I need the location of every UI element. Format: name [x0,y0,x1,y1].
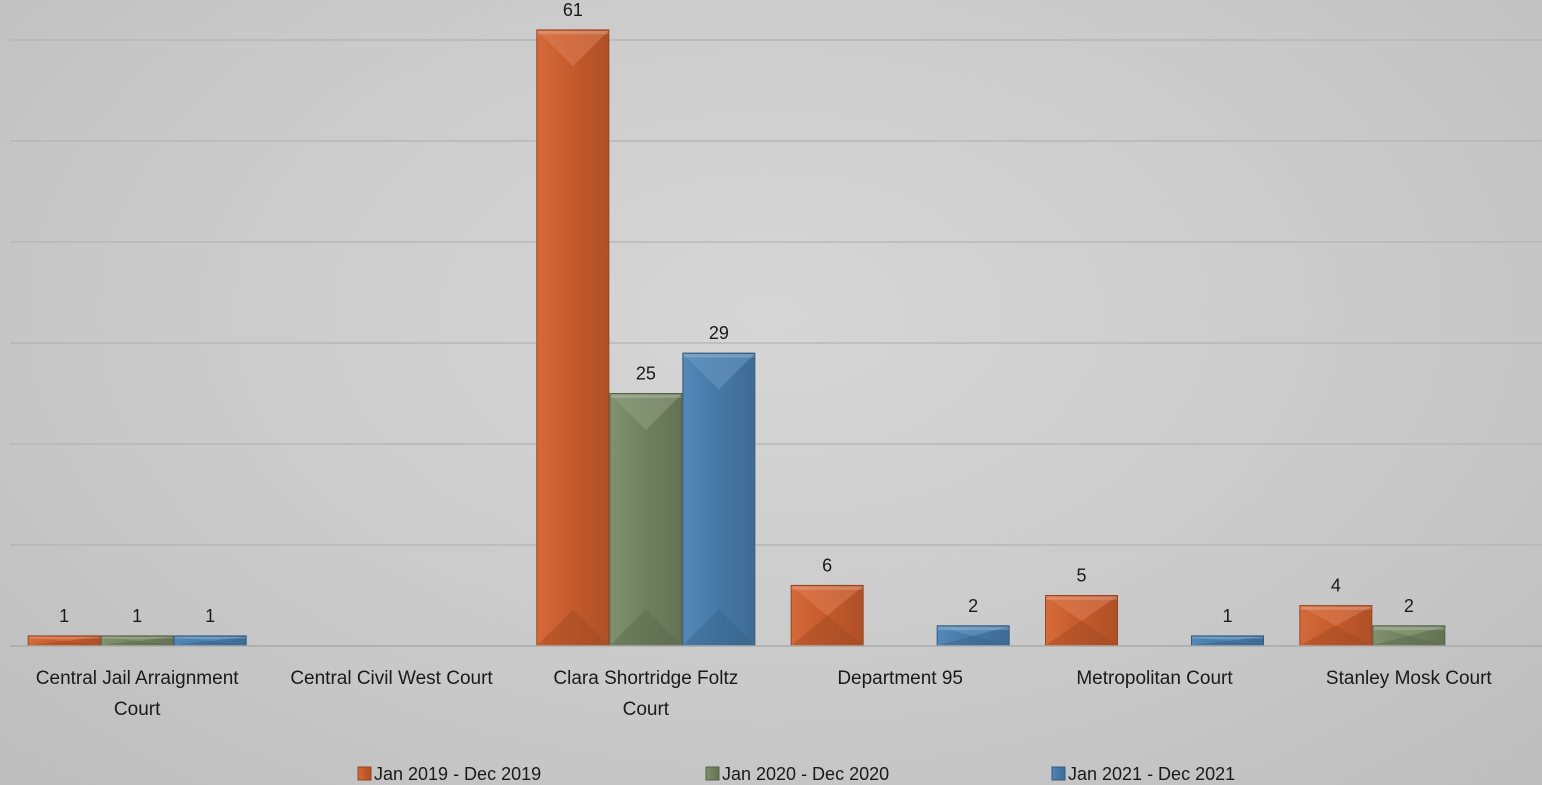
data-label-2-1: 25 [636,364,656,384]
category-label-5-line-0: Stanley Mosk Court [1326,668,1493,689]
category-label-2-line-0: Clara Shortridge Foltz [553,668,738,689]
data-label-2-0: 61 [563,0,583,20]
data-label-3-2: 2 [968,596,978,616]
category-labels: Central Jail Arraignment Court Central Civ… [36,668,1493,720]
legend-item-0: Jan 2019 - Dec 2019 [357,764,541,784]
category-label-0-line-0: Central Jail Arraignment [36,668,239,689]
category-label-4-line-0: Metropolitan Court [1076,668,1233,689]
data-label-2-2: 29 [709,323,729,343]
data-label-0-0: 1 [59,606,69,626]
legend-label-0: Jan 2019 - Dec 2019 [374,764,541,784]
bar-5-0 [1299,605,1373,647]
gridlines [10,39,1542,546]
legend-label-2: Jan 2021 - Dec 2021 [1068,764,1235,784]
legend-label-1: Jan 2020 - Dec 2020 [722,764,889,784]
legend: Jan 2019 - Dec 2019 Jan 2020 - Dec 2020 Ja… [357,764,1235,784]
bar-3-0 [790,584,864,647]
data-label-3-0: 6 [822,555,832,575]
data-label-4-0: 5 [1076,566,1086,586]
bar-2-0 [536,29,610,647]
data-label-5-0: 4 [1331,576,1341,596]
data-label-0-1: 1 [132,606,142,626]
data-label-0-2: 1 [205,606,215,626]
bar-0-1 [100,635,174,647]
data-label-4-2: 1 [1222,606,1232,626]
legend-swatch-0 [357,766,372,781]
bar-0-2 [173,635,247,647]
category-label-2-line-1: Court [623,699,670,720]
legend-item-1: Jan 2020 - Dec 2020 [705,764,889,784]
category-label-1-line-0: Central Civil West Court [290,668,493,689]
bar-2-1 [609,393,683,647]
category-label-3-line-0: Department 95 [837,668,963,689]
legend-item-2: Jan 2021 - Dec 2021 [1051,764,1235,784]
category-label-0-line-1: Court [114,699,161,720]
bar-2-2 [682,352,756,647]
legend-swatch-2 [1051,766,1066,781]
bar-4-2 [1191,635,1264,647]
bar-4-0 [1045,595,1118,647]
legend-swatch-1 [705,766,720,781]
bar-5-1 [1372,625,1446,647]
data-label-5-1: 2 [1404,596,1414,616]
bar-0-0 [27,635,101,647]
bar-3-2 [936,625,1010,647]
